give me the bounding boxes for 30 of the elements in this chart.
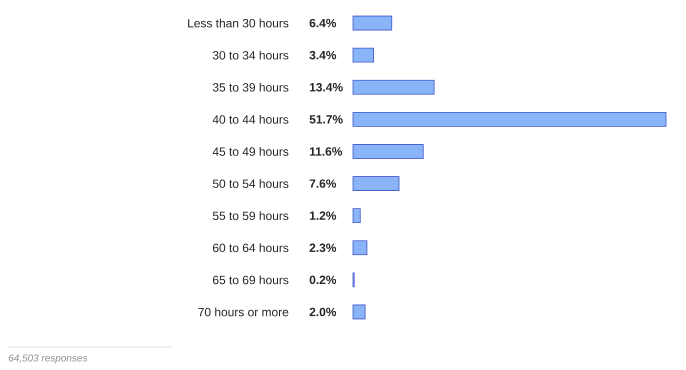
- bar: [352, 176, 400, 191]
- bar: [352, 208, 361, 224]
- y-tick-label: 55 to 59 hours: [212, 211, 288, 220]
- bar: [352, 144, 424, 159]
- data-label: 51.7%: [310, 115, 343, 124]
- data-label: 3.4%: [309, 50, 336, 60]
- bar: [352, 80, 435, 95]
- data-label: 7.6%: [310, 179, 336, 188]
- bar: [352, 240, 368, 256]
- data-label: 2.0%: [310, 308, 336, 316]
- y-tick-label: 45 to 49 hours: [212, 147, 288, 156]
- data-label: 1.2%: [310, 211, 336, 220]
- y-tick-label: 50 to 54 hours: [212, 179, 288, 188]
- data-label: 6.4%: [310, 18, 336, 28]
- bar: [352, 16, 392, 30]
- data-label: 13.4%: [310, 83, 343, 92]
- data-label: 2.3%: [310, 244, 336, 252]
- data-label: 0.2%: [310, 276, 336, 284]
- y-tick-label: 30 to 34 hours: [212, 50, 288, 60]
- y-tick-label: 70 hours or more: [198, 308, 288, 316]
- bar: [352, 304, 366, 320]
- text: 64,503 responses: [8, 354, 88, 364]
- y-tick-label: 60 to 64 hours: [212, 243, 288, 252]
- y-tick-label: 35 to 39 hours: [212, 82, 288, 92]
- data-label: 11.6%: [310, 147, 342, 156]
- y-tick-label: 65 to 69 hours: [212, 275, 288, 284]
- bar: [352, 48, 374, 63]
- y-tick-label: 40 to 44 hours: [212, 114, 288, 124]
- bar: [352, 112, 666, 127]
- y-tick-label: Less than 30 hours: [188, 18, 288, 28]
